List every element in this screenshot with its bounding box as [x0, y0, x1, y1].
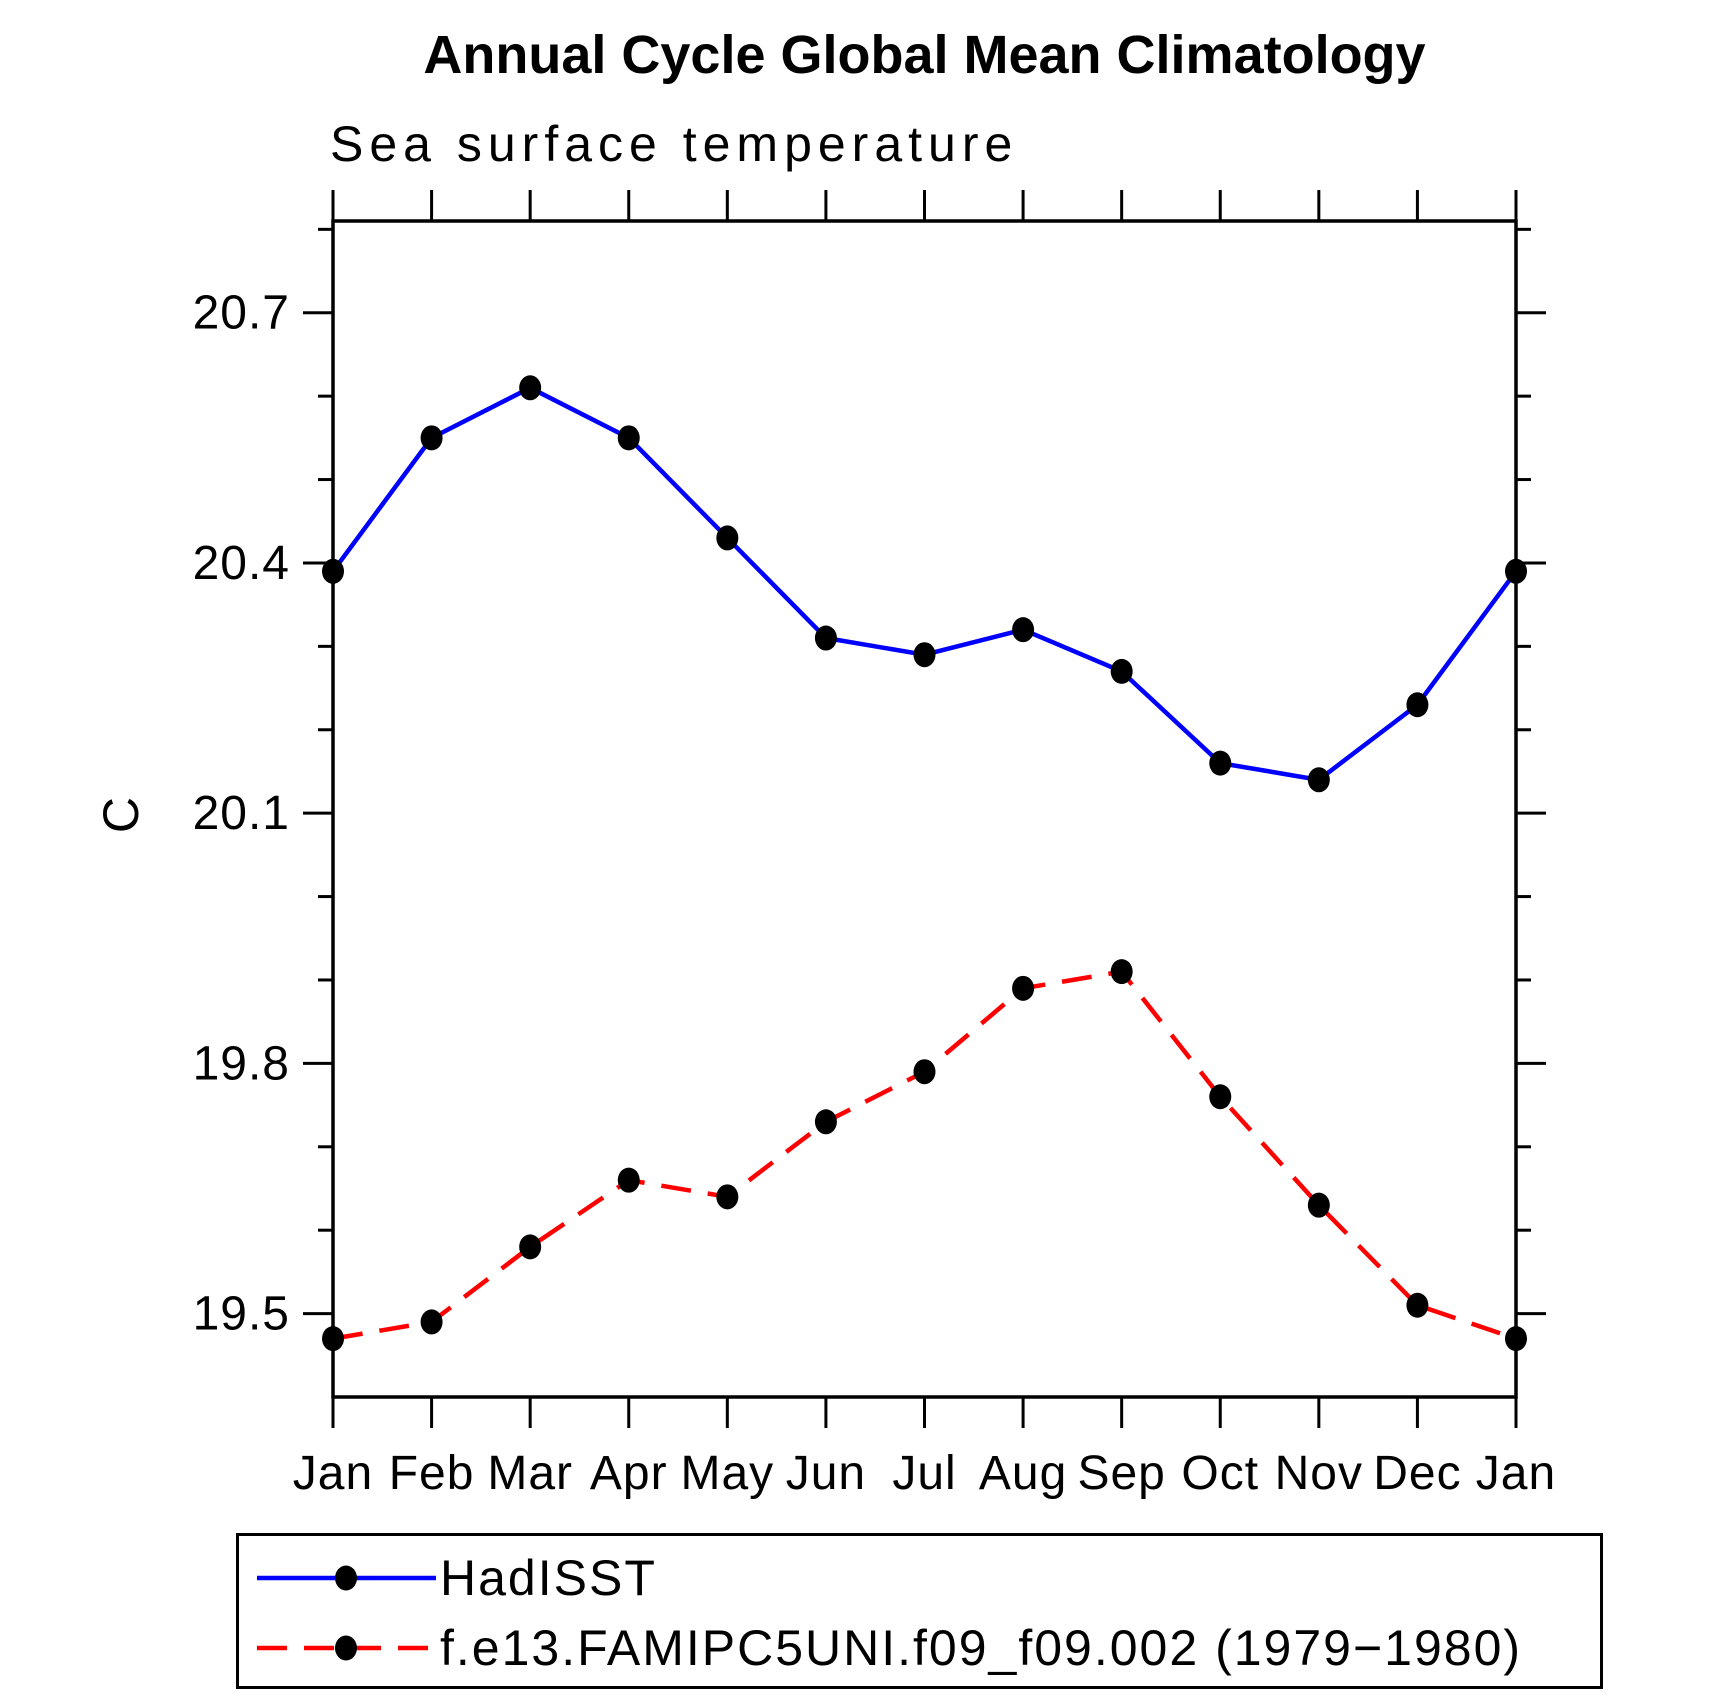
- model-marker: [420, 1309, 443, 1335]
- y-ticks: [303, 227, 1546, 1316]
- hadisst-marker: [1505, 558, 1527, 584]
- legend-label-model: f.e13.FAMIPC5UNI.f09_f09.002 (1979−1980): [440, 1620, 1523, 1676]
- legend-item-model: f.e13.FAMIPC5UNI.f09_f09.002 (1979−1980): [255, 1617, 1522, 1679]
- x-tick-label: Nov: [1275, 1447, 1363, 1500]
- model-swatch-marker-icon: [335, 1635, 357, 1661]
- y-tick-label: 20.4: [193, 537, 290, 590]
- x-tick-labels: Jan Feb Mar Apr May Jun Jul Aug Sep Oct Nov Dec Jan: [293, 1447, 1556, 1500]
- model-marker: [1209, 1084, 1232, 1110]
- x-ticks: [331, 190, 1518, 1428]
- model-markers: [322, 959, 1527, 1352]
- y-tick-label: 20.1: [193, 787, 290, 840]
- hadisst-line-swatch: [257, 1565, 436, 1591]
- model-marker: [1110, 959, 1133, 985]
- hadisst-marker: [1406, 692, 1429, 718]
- x-tick-label: Dec: [1373, 1447, 1461, 1500]
- model-marker: [1406, 1292, 1429, 1318]
- series-model: [322, 959, 1527, 1352]
- series-hadisst: [322, 375, 1527, 793]
- x-tick-label: Oct: [1181, 1447, 1259, 1500]
- y-tick-labels: 19.5 19.8 20.1 20.4 20.7: [193, 287, 290, 1341]
- hadisst-marker: [617, 425, 640, 451]
- hadisst-marker: [814, 625, 837, 651]
- hadisst-marker: [1012, 617, 1035, 643]
- hadisst-line: [331, 385, 1518, 783]
- y-tick-label: 19.5: [193, 1288, 290, 1341]
- model-marker: [617, 1167, 640, 1193]
- x-tick-label: Sep: [1077, 1447, 1165, 1500]
- y-tick-label: 20.7: [193, 287, 290, 340]
- model-marker: [519, 1234, 542, 1260]
- x-tick-label: Jul: [892, 1447, 956, 1500]
- x-tick-label: Jan: [293, 1447, 373, 1500]
- x-tick-label: Mar: [487, 1447, 573, 1500]
- legend-box: HadISST f.e13.FAMIPC5UNI.f09_f09.002 (19…: [236, 1533, 1603, 1689]
- hadisst-marker: [1307, 767, 1330, 793]
- legend-label-hadisst: HadISST: [440, 1550, 657, 1606]
- hadisst-markers: [322, 375, 1527, 793]
- model-line-swatch: [257, 1635, 436, 1661]
- hadisst-marker: [913, 642, 936, 668]
- model-marker: [322, 1326, 344, 1352]
- model-marker: [1505, 1326, 1527, 1352]
- x-tick-label: Jun: [786, 1447, 866, 1500]
- hadisst-marker: [716, 525, 739, 551]
- hadisst-marker: [1209, 750, 1232, 776]
- hadisst-marker: [1110, 658, 1133, 684]
- legend-item-hadisst: HadISST: [255, 1547, 657, 1609]
- y-tick-label: 19.8: [193, 1037, 290, 1090]
- x-tick-label: Feb: [389, 1447, 475, 1500]
- x-tick-label: Aug: [979, 1447, 1067, 1500]
- x-tick-label: Jan: [1476, 1447, 1556, 1500]
- hadisst-marker: [420, 425, 443, 451]
- hadisst-marker: [519, 375, 542, 401]
- x-tick-label: Apr: [590, 1447, 668, 1500]
- hadisst-swatch-marker-icon: [335, 1565, 357, 1591]
- model-marker: [1012, 975, 1035, 1001]
- chart-title: Annual Cycle Global Mean Climatology: [423, 25, 1426, 85]
- model-line: [332, 969, 1517, 1341]
- model-marker: [1307, 1192, 1330, 1218]
- model-marker: [913, 1059, 936, 1085]
- model-marker: [814, 1109, 837, 1135]
- chart-subtitle: Sea surface temperature: [330, 116, 1019, 172]
- hadisst-marker: [322, 558, 344, 584]
- x-tick-label: May: [680, 1447, 774, 1500]
- model-marker: [716, 1184, 739, 1210]
